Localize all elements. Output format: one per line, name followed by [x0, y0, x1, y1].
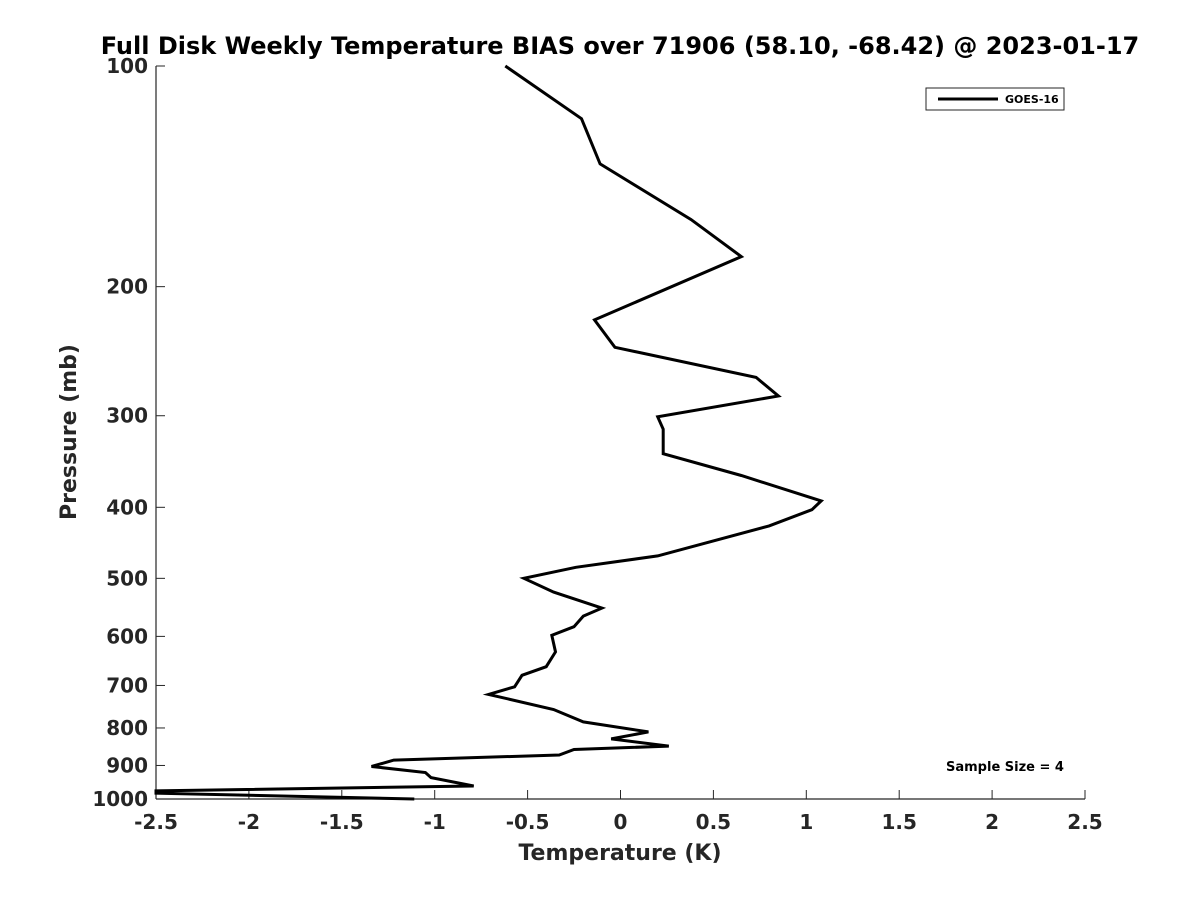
chart-title: Full Disk Weekly Temperature BIAS over 7… [101, 32, 1140, 60]
x-tick-label: -1.5 [320, 810, 364, 834]
x-axis-label: Temperature (K) [518, 841, 721, 866]
series-line-goes-16 [154, 64, 825, 801]
y-tick-label: 100 [106, 54, 148, 78]
x-tick-label: -1 [424, 810, 446, 834]
series-layer [154, 64, 825, 801]
x-tick-label: -0.5 [506, 810, 550, 834]
x-tick-label: 0.5 [696, 810, 731, 834]
y-tick-label: 700 [106, 673, 148, 697]
y-tick-label: 1000 [92, 787, 148, 811]
x-ticks: -2.5 -2 -1.5 -1 -0.5 0 0.5 1 1.5 2 2.5 [134, 790, 1103, 834]
y-tick-label: 900 [106, 753, 148, 777]
y-tick-label: 400 [106, 495, 148, 519]
y-tick-label: 300 [106, 404, 148, 428]
y-axis-label: Pressure (mb) [57, 344, 82, 520]
y-tick-label: 800 [106, 716, 148, 740]
y-ticks: 100 200 300 400 500 600 700 800 900 1000 [92, 54, 165, 811]
x-tick-label: 1 [799, 810, 813, 834]
x-tick-label: 1.5 [881, 810, 916, 834]
y-tick-label: 600 [106, 624, 148, 648]
legend-label: GOES-16 [1005, 93, 1059, 106]
sample-size-annotation: Sample Size = 4 [946, 760, 1064, 775]
x-tick-label: 2 [985, 810, 999, 834]
x-tick-label: -2.5 [134, 810, 178, 834]
x-tick-label: -2 [238, 810, 260, 834]
x-tick-label: 2.5 [1067, 810, 1102, 834]
y-tick-label: 200 [106, 275, 148, 299]
x-tick-label: 0 [614, 810, 628, 834]
y-tick-label: 500 [106, 566, 148, 590]
legend: GOES-16 [925, 87, 1065, 111]
